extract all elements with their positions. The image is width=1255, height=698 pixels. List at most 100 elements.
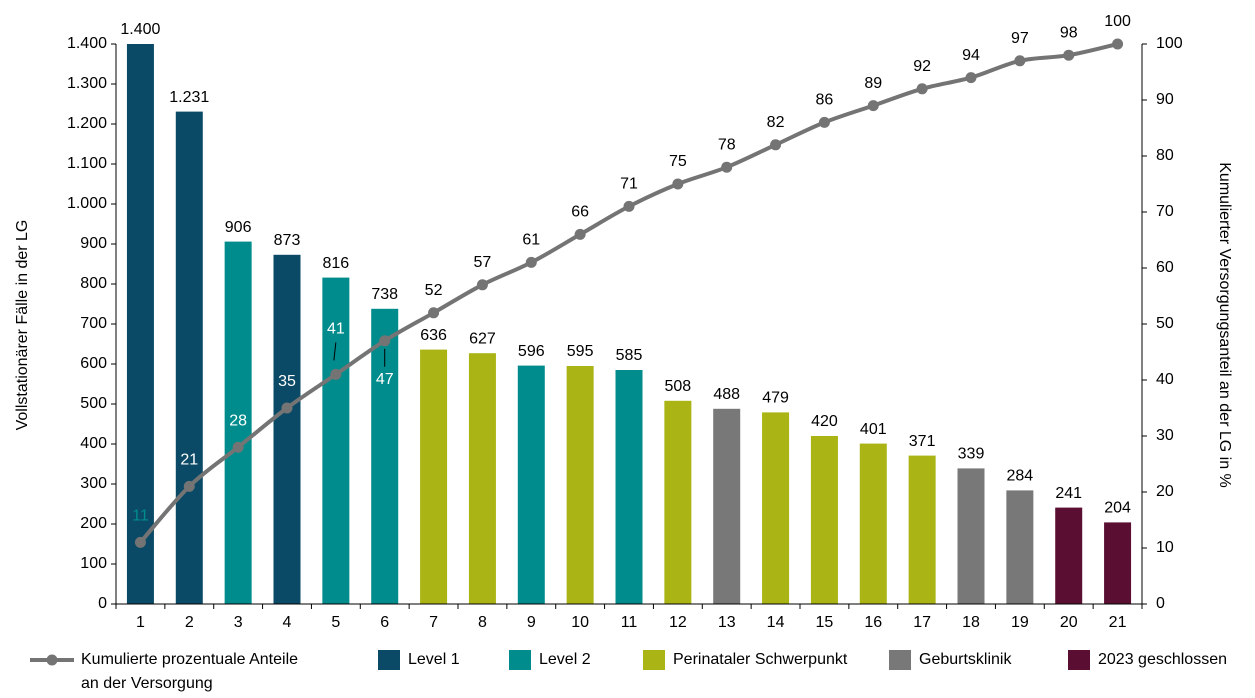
axes-layer: 01002003004005006007008009001.0001.1001.… bbox=[67, 35, 1183, 631]
cumulative-point bbox=[916, 83, 928, 95]
cumulative-point bbox=[721, 161, 733, 173]
cumulative-point bbox=[867, 100, 879, 112]
x-tick-label: 11 bbox=[621, 614, 638, 631]
cumulative-value-label: 47 bbox=[376, 371, 394, 388]
x-tick-label: 17 bbox=[913, 614, 931, 631]
bar-value-label: 627 bbox=[469, 330, 496, 347]
legend-swatch bbox=[889, 650, 911, 670]
y-tick-label: 400 bbox=[80, 435, 107, 452]
cumulative-value-label: 97 bbox=[1011, 30, 1029, 47]
cumulative-point bbox=[1063, 49, 1075, 61]
legend-label: Level 1 bbox=[408, 651, 460, 668]
bar bbox=[908, 455, 936, 604]
cumulative-point bbox=[525, 256, 537, 268]
bar bbox=[664, 400, 692, 604]
y-tick-label: 0 bbox=[98, 595, 107, 612]
bar-value-label: 596 bbox=[518, 343, 545, 360]
cumulative-value-label: 98 bbox=[1060, 24, 1078, 41]
bar bbox=[566, 366, 594, 604]
cumulative-point bbox=[232, 441, 244, 453]
cumulative-value-label: 89 bbox=[864, 75, 882, 92]
x-tick-label: 3 bbox=[234, 614, 243, 631]
x-tick-label: 12 bbox=[669, 614, 687, 631]
y2-tick-label: 90 bbox=[1156, 91, 1174, 108]
cumulative-point bbox=[623, 200, 635, 212]
cumulative-value-label: 71 bbox=[620, 176, 638, 193]
bar-value-label: 508 bbox=[665, 378, 692, 395]
y2-tick-label: 50 bbox=[1156, 315, 1174, 332]
cumulative-value-label: 66 bbox=[571, 204, 589, 221]
legend-marker bbox=[46, 654, 58, 666]
cumulative-point bbox=[476, 279, 488, 291]
cumulative-point bbox=[818, 116, 830, 128]
bar bbox=[957, 468, 985, 604]
bar bbox=[273, 254, 301, 605]
x-tick-label: 14 bbox=[767, 614, 785, 631]
cumulative-point bbox=[1014, 55, 1026, 67]
legend-swatch bbox=[643, 650, 665, 670]
bar-value-label: 401 bbox=[860, 421, 887, 438]
legend: Kumulierte prozentuale Anteile an der Ver… bbox=[30, 650, 1227, 692]
bar bbox=[762, 412, 790, 604]
cumulative-point bbox=[281, 402, 293, 414]
y-tick-label: 1.200 bbox=[67, 115, 107, 132]
y2-tick-label: 10 bbox=[1156, 539, 1174, 556]
x-tick-label: 1 bbox=[136, 614, 145, 631]
y2-tick-label: 0 bbox=[1156, 595, 1165, 612]
bar-value-label: 488 bbox=[713, 386, 740, 403]
y-tick-label: 500 bbox=[80, 395, 107, 412]
x-tick-label: 2 bbox=[185, 614, 194, 631]
x-tick-label: 10 bbox=[571, 614, 589, 631]
y-tick-label: 1.000 bbox=[67, 195, 107, 212]
cumulative-value-label: 28 bbox=[229, 412, 247, 429]
bar bbox=[615, 370, 643, 604]
data-labels-layer: 1.400 1.231 906 873 816 738 636 627 596 595 585 508… bbox=[120, 13, 1131, 524]
bar-value-label: 339 bbox=[958, 446, 985, 463]
y2-tick-label: 100 bbox=[1156, 35, 1183, 52]
cumulative-value-label: 41 bbox=[327, 321, 345, 338]
cumulative-value-label: 75 bbox=[669, 153, 687, 170]
cumulative-line-layer bbox=[134, 38, 1124, 548]
bar-value-label: 585 bbox=[616, 347, 643, 364]
cumulative-value-label: 82 bbox=[767, 114, 785, 131]
x-tick-label: 9 bbox=[527, 614, 536, 631]
cumulative-value-label: 21 bbox=[180, 452, 198, 469]
bar bbox=[420, 349, 448, 604]
x-tick-label: 4 bbox=[283, 614, 292, 631]
cumulative-point bbox=[574, 228, 586, 240]
y2-axis-title: Kumulierter Versorgungsanteil an der LG … bbox=[1216, 162, 1233, 488]
cumulative-point bbox=[379, 335, 391, 347]
bar-value-label: 636 bbox=[420, 327, 447, 344]
cumulative-value-label: 100 bbox=[1104, 13, 1131, 30]
x-tick-label: 5 bbox=[331, 614, 340, 631]
y-tick-label: 900 bbox=[80, 235, 107, 252]
y-axis-title: Vollstationärer Fälle in der LG bbox=[14, 220, 31, 431]
x-tick-label: 15 bbox=[816, 614, 834, 631]
x-tick-label: 13 bbox=[718, 614, 736, 631]
cumulative-point bbox=[770, 139, 782, 151]
x-tick-label: 21 bbox=[1109, 614, 1127, 631]
legend-label: Perinataler Schwerpunkt bbox=[673, 651, 848, 668]
x-tick-label: 20 bbox=[1060, 614, 1078, 631]
bars-layer bbox=[126, 44, 1132, 605]
cumulative-value-label: 52 bbox=[425, 282, 443, 299]
cumulative-value-label: 11 bbox=[132, 508, 149, 525]
y-tick-label: 1.400 bbox=[67, 35, 107, 52]
bar bbox=[224, 241, 252, 604]
bar bbox=[1006, 490, 1034, 604]
y-tick-label: 1.300 bbox=[67, 75, 107, 92]
legend-label: Level 2 bbox=[539, 651, 591, 668]
bar-value-label: 420 bbox=[811, 413, 838, 430]
cumulative-value-label: 57 bbox=[474, 254, 492, 271]
bar bbox=[468, 353, 496, 604]
bar bbox=[175, 111, 203, 604]
cumulative-value-label: 61 bbox=[522, 232, 540, 249]
x-tick-label: 18 bbox=[962, 614, 980, 631]
cumulative-point bbox=[330, 368, 342, 380]
cumulative-value-label: 94 bbox=[962, 47, 980, 64]
bar bbox=[126, 44, 154, 604]
bar bbox=[810, 436, 838, 604]
y2-tick-label: 70 bbox=[1156, 203, 1174, 220]
bar-value-label: 595 bbox=[567, 343, 594, 360]
